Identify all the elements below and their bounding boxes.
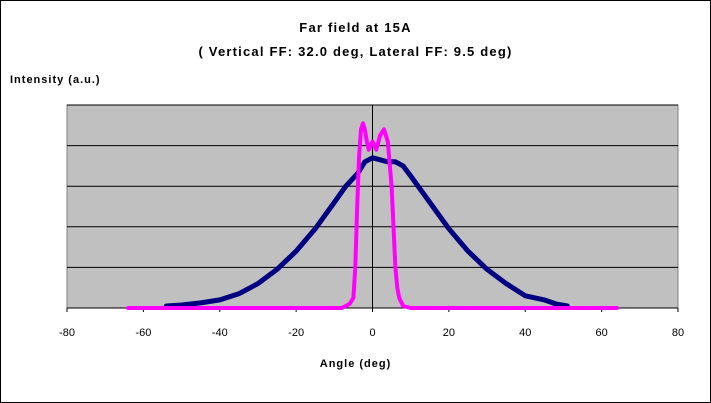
- x-tick-label: 20: [443, 327, 455, 339]
- chart-title: Far field at 15A: [299, 20, 412, 35]
- x-axis-label: Angle (deg): [319, 358, 392, 370]
- x-tick-label: 80: [672, 327, 684, 339]
- x-tick-label: 40: [519, 327, 531, 339]
- x-tick-label: -20: [288, 327, 304, 339]
- series-line-2: [126, 121, 619, 310]
- x-tick-label: -80: [59, 327, 75, 339]
- series-line-1: [163, 155, 570, 309]
- x-tick-label: 0: [369, 327, 375, 339]
- x-tick-label: 60: [596, 327, 608, 339]
- x-tick-label: -40: [212, 327, 228, 339]
- y-axis-label: Intensity (a.u.): [10, 74, 101, 86]
- x-tick-label: -60: [135, 327, 151, 339]
- chart-subtitle: ( Vertical FF: 32.0 deg, Lateral FF: 9.5…: [198, 44, 513, 59]
